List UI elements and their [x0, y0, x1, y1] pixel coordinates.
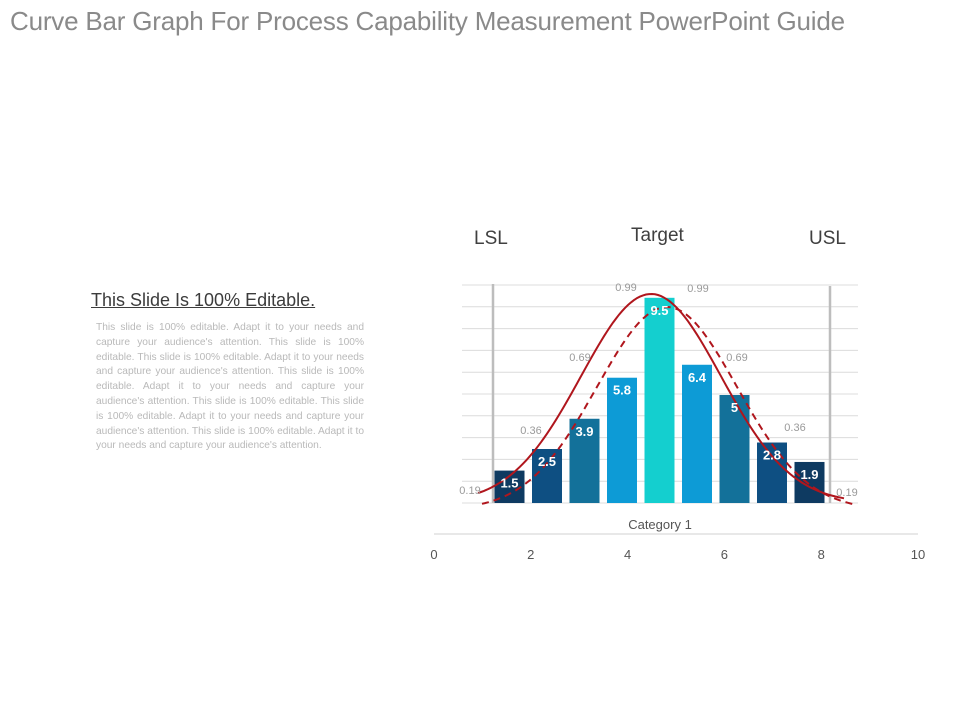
bar: [607, 377, 637, 503]
side-body-text: This slide is 100% editable. Adapt it to…: [96, 322, 364, 452]
x-axis-tick-labels: 0 2 4 6 8 10: [430, 547, 925, 562]
solid-distribution-curve: [477, 292, 845, 500]
bar-value-label: 1.9: [800, 467, 818, 482]
curve-value-label: 0.99: [687, 283, 708, 295]
chart-bars: [494, 297, 825, 503]
curve-value-label: 0.99: [615, 282, 636, 294]
bar-value-label: 9.5: [650, 303, 668, 318]
lsl-label: LSL: [474, 228, 508, 249]
bar: [532, 449, 562, 503]
bar: [569, 418, 600, 503]
bar-value-label: 3.9: [575, 424, 593, 439]
bar-value-labels: 1.5 2.5 3.9 5.8 9.5 6.4 5 2.8 1.9: [500, 303, 818, 491]
bar: [794, 461, 825, 503]
side-heading: This Slide Is 100% Editable.: [91, 290, 316, 310]
curve-value-label: 0.19: [459, 485, 480, 497]
bar: [682, 364, 712, 503]
bar-value-label: 5.8: [613, 383, 631, 398]
curve-value-label: 0.36: [784, 422, 805, 434]
curve-value-label: 0.69: [726, 352, 747, 364]
x-tick-label: 4: [624, 547, 631, 562]
bar-value-label: 2.8: [763, 448, 781, 463]
curve-value-labels: 0.19 0.36 0.69 0.99 0.99 0.69 0.36 0.19: [459, 282, 857, 499]
usl-label: USL: [809, 228, 846, 249]
bar-value-label: 2.5: [538, 454, 556, 469]
slide-title: Curve Bar Graph For Process Capability M…: [10, 6, 845, 36]
dashed-distribution-curve: [481, 305, 858, 506]
x-tick-label: 0: [430, 547, 437, 562]
category-label: Category 1: [628, 517, 692, 532]
x-tick-label: 6: [721, 547, 728, 562]
curve-value-label: 0.19: [836, 487, 857, 499]
target-label: Target: [631, 225, 684, 246]
curve-value-label: 0.36: [520, 425, 541, 437]
bar: [757, 442, 787, 503]
distribution-curves: [477, 292, 858, 506]
curve-value-label: 0.69: [569, 352, 590, 364]
bar: [644, 297, 675, 503]
bar-value-label: 6.4: [688, 370, 707, 385]
x-tick-label: 10: [911, 547, 925, 562]
bar-value-label: 5: [731, 400, 738, 415]
bar-value-label: 1.5: [500, 476, 518, 491]
x-tick-label: 2: [527, 547, 534, 562]
spec-limit-lines: [491, 284, 832, 503]
x-tick-label: 8: [818, 547, 825, 562]
bar: [719, 395, 750, 503]
